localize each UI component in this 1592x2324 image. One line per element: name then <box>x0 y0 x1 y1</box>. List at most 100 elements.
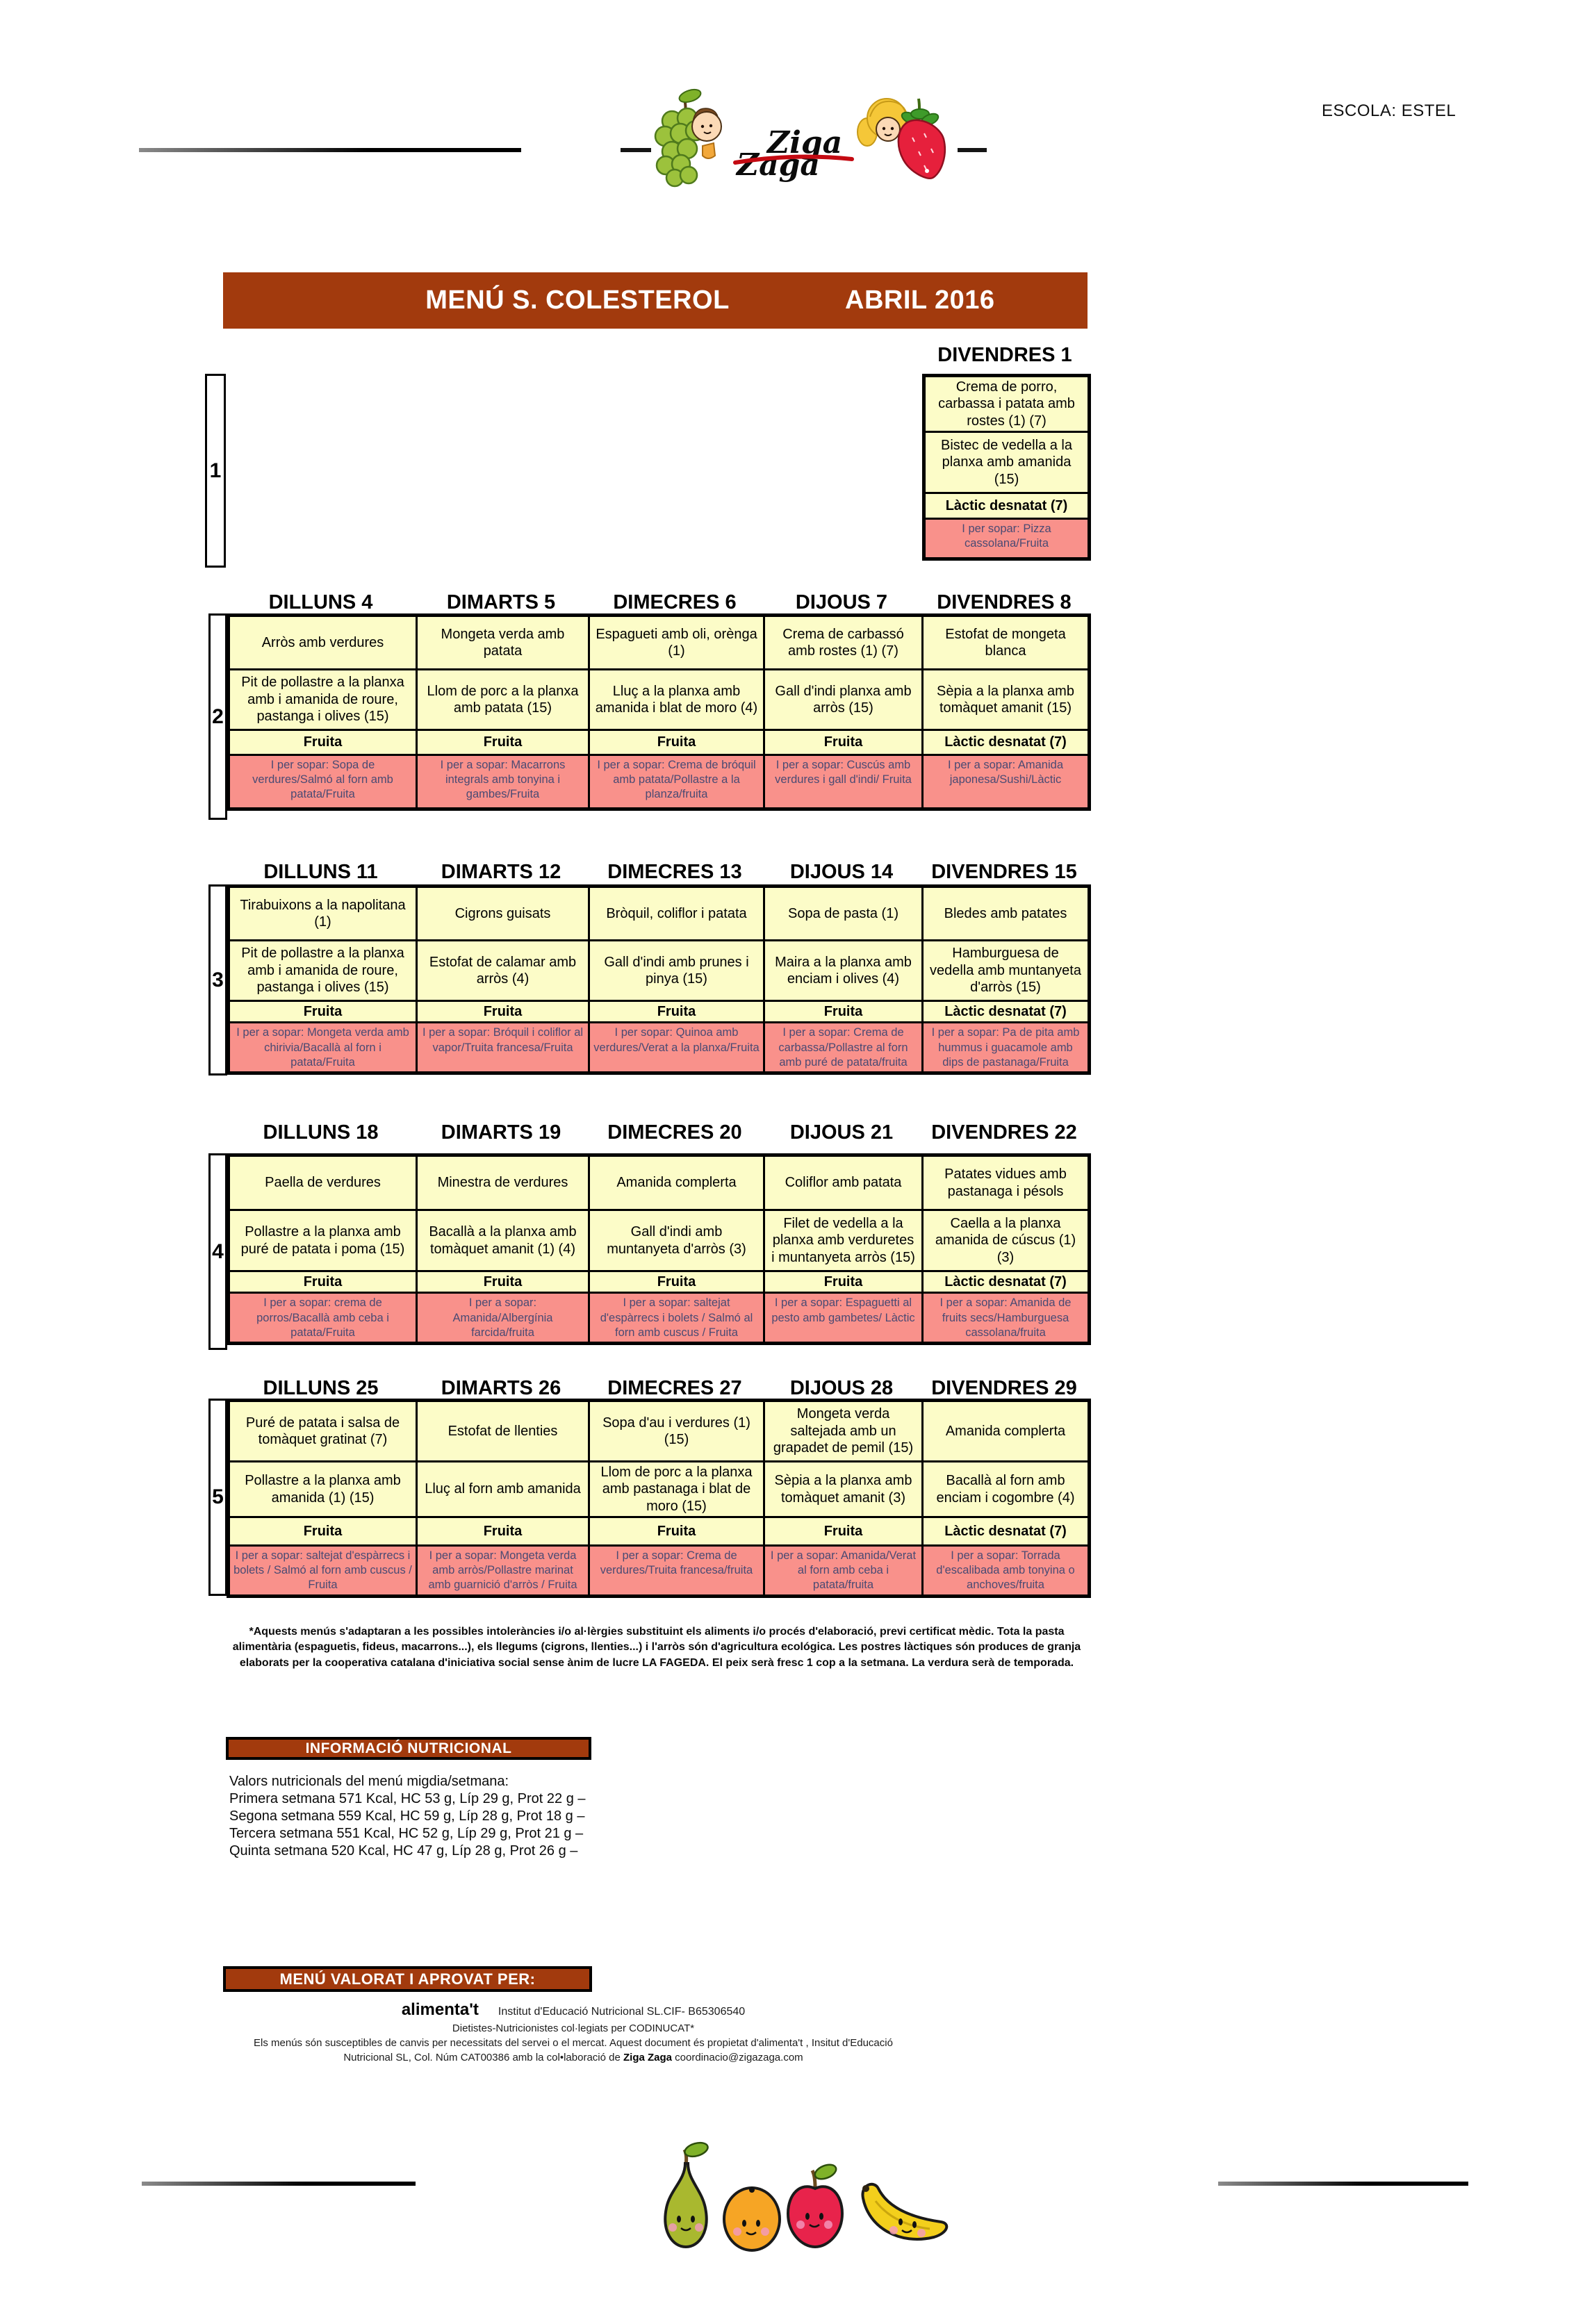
menu-cell-dessert: Fruita <box>416 999 590 1024</box>
menu-cell-second: Filet de vedella a la planxa amb verdure… <box>763 1209 924 1272</box>
menu-cell-first: Amanida complerta <box>588 1154 765 1211</box>
menu-cell-first: Arròs amb verdures <box>227 614 418 670</box>
zigazaga-logo: Ziga Zaga <box>733 128 857 189</box>
menu-cell-supper: I per a sopar: Espaguetti al pesto amb g… <box>763 1292 924 1344</box>
menu-cell-dessert: Fruita <box>416 1516 590 1547</box>
week-number-box: 1 <box>205 374 226 568</box>
nutrition-section-header: INFORMACIÓ NUTRICIONAL <box>226 1737 591 1760</box>
menu-cell-supper: I per a sopar: saltejat d'espàrrecs i bo… <box>588 1292 765 1344</box>
menu-cell-supper: I per a sopar: Cuscús amb verdures i gal… <box>763 754 924 810</box>
day-header: DIVENDRES 22 <box>931 1121 1077 1144</box>
week-menu-table: Paella de verdures Minestra de verdures Am… <box>227 1153 1091 1345</box>
menu-cell-first: Amanida complerta <box>921 1399 1090 1462</box>
menu-cell-dessert: Fruita <box>227 1516 418 1547</box>
menu-cell-dessert: Fruita <box>763 999 924 1024</box>
menu-cell-supper: I per a sopar: Crema de verdures/Truita … <box>588 1544 765 1597</box>
day-header: DIMECRES 13 <box>607 861 742 883</box>
approval-block: alimenta't Institut d'Educació Nutriciona… <box>226 2001 921 2065</box>
menu-cell-second: Bistec de vedella a la planxa amb amanid… <box>923 431 1090 495</box>
menu-cell-second: Maira a la planxa amb enciam i olives (4… <box>763 939 924 1002</box>
menu-cell-second: Sèpia a la planxa amb tomàquet amanit (1… <box>921 668 1090 731</box>
day-header: DIJOUS 28 <box>789 1377 894 1399</box>
approval-line4-brand: Ziga Zaga <box>623 2052 672 2063</box>
menu-cell-supper: I per a sopar: Amanida japonesa/Sushi/Là… <box>921 754 1090 810</box>
menu-cell-second: Bacallà a la planxa amb tomàquet amanit … <box>416 1209 590 1272</box>
orange-icon <box>723 2186 781 2252</box>
approval-dietitians-line: Dietistes-Nutricionistes col·legiats per… <box>452 2022 695 2034</box>
menu-cell-dessert: Làctic desnatat (7) <box>921 1269 1090 1294</box>
menu-title: MENÚ S. COLESTEROL <box>425 286 730 315</box>
approval-brand-line: alimenta't Institut d'Educació Nutriciona… <box>226 2001 921 2021</box>
day-header: DIMECRES 27 <box>607 1377 742 1399</box>
menu-cell-first: Minestra de verdures <box>416 1154 590 1211</box>
week-number-box: 2 <box>208 613 227 820</box>
header-rule-left <box>139 148 521 152</box>
menu-cell-first: Sopa de pasta (1) <box>763 885 924 941</box>
day-header: DILLUNS 25 <box>263 1377 379 1399</box>
day-header: DILLUNS 18 <box>263 1121 379 1144</box>
strawberry-girl-icon <box>846 89 959 191</box>
menu-cell-dessert: Fruita <box>763 1269 924 1294</box>
menu-cell-second: Pit de pollastre a la planxa amb i amani… <box>227 939 418 1002</box>
nutrition-block: Valors nutricionals del menú migdia/setm… <box>229 1773 586 1860</box>
day-header: DIMECRES 6 <box>613 591 737 613</box>
approval-disclaimer-line2: Nutricional SL, Col. Núm CAT00386 amb la… <box>226 2050 921 2065</box>
menu-cell-second: Llom de porc a la planxa amb patata (15) <box>416 668 590 731</box>
menu-cell-dessert: Fruita <box>227 729 418 756</box>
title-bar: MENÚ S. COLESTEROL ABRIL 2016 <box>223 272 1088 329</box>
menu-cell-supper: I per sopar: Quinoa amb verdures/Verat a… <box>588 1021 765 1074</box>
week-menu-table: Puré de patata i salsa de tomàquet grati… <box>227 1399 1091 1598</box>
fruits-illustration <box>646 2141 962 2298</box>
day-header: DIVENDRES 15 <box>931 861 1077 883</box>
menu-cell-first: Espagueti amb oli, orènga (1) <box>588 614 765 670</box>
approval-line4-email: coordinacio@zigazaga.com <box>672 2052 803 2063</box>
menu-cell-second: Gall d'indi amb prunes i pinya (15) <box>588 939 765 1002</box>
day-header: DIMARTS 26 <box>441 1377 561 1399</box>
menu-cell-supper: I per a sopar: Bróquil i coliflor al vap… <box>416 1021 590 1074</box>
menu-cell-first: Tirabuixons a la napolitana (1) <box>227 885 418 941</box>
menu-month: ABRIL 2016 <box>845 286 995 315</box>
menu-cell-dessert: Fruita <box>588 729 765 756</box>
day-header: DIMARTS 12 <box>441 861 561 883</box>
week-number-box: 5 <box>208 1399 227 1596</box>
nutrition-line: Primera setmana 571 Kcal, HC 53 g, Líp 2… <box>229 1791 586 1806</box>
menu-cell-supper: I per a sopar: Torrada d'escalibada amb … <box>921 1544 1090 1597</box>
menu-cell-second: Lluç a la planxa amb amanida i blat de m… <box>588 668 765 731</box>
menu-cell-dessert: Fruita <box>588 1516 765 1547</box>
day-header: DIJOUS 14 <box>789 861 894 883</box>
menu-cell-first: Coliflor amb patata <box>763 1154 924 1211</box>
menu-cell-second: Bacallà al forn amb enciam i cogombre (4… <box>921 1460 1090 1519</box>
menu-cell-dessert: Fruita <box>763 1516 924 1547</box>
banana-icon <box>861 2182 949 2241</box>
day-header: DIVENDRES 29 <box>931 1377 1077 1399</box>
menu-cell-second: Gall d'indi planxa amb arròs (15) <box>763 668 924 731</box>
week-menu-table: Tirabuixons a la napolitana (1) Cigrons g… <box>227 884 1091 1075</box>
menu-cell-second: Hamburguesa de vedella amb muntanyeta d'… <box>921 939 1090 1002</box>
menu-cell-first: Sopa d'au i verdures (1) (15) <box>588 1399 765 1462</box>
menu-cell-first: Mongeta verda amb patata <box>416 614 590 670</box>
apple-icon <box>786 2164 844 2249</box>
menu-cell-first: Estofat de mongeta blanca <box>921 614 1090 670</box>
day-header: DIMARTS 19 <box>441 1121 561 1144</box>
nutrition-line: Tercera setmana 551 Kcal, HC 52 g, Líp 2… <box>229 1826 584 1841</box>
menu-cell-first: Patates vidues amb pastanaga i pésols <box>921 1154 1090 1211</box>
menu-cell-supper: I per sopar: Sopa de verdures/Salmó al f… <box>227 754 418 810</box>
menu-cell-second: Llom de porc a la planxa amb pastanaga i… <box>588 1460 765 1519</box>
menu-cell-dessert: Làctic desnatat (7) <box>921 999 1090 1024</box>
menu-cell-second: Caella a la planxa amanida de cúscus (1)… <box>921 1209 1090 1272</box>
day-header: DILLUNS 11 <box>263 861 378 883</box>
header-rule-dash2 <box>958 148 987 152</box>
menu-cell-supper: I per a sopar: Amanida/Verat al forn amb… <box>763 1544 924 1597</box>
approval-section-header: MENÚ VALORAT I APROVAT PER: <box>223 1966 592 1992</box>
approval-line4-pre: Nutricional SL, Col. Núm CAT00386 amb la… <box>343 2052 623 2063</box>
menu-cell-second: Pollastre a la planxa amb amanida (1) (1… <box>227 1460 418 1519</box>
logo-swoosh <box>733 154 854 165</box>
school-label: ESCOLA: ESTEL <box>1322 101 1456 120</box>
menu-cell-first: Crema de porro, carbassa i patata amb ro… <box>923 374 1090 434</box>
menu-cell-first: Paella de verdures <box>227 1154 418 1211</box>
menu-cell-supper: I per a sopar: saltejat d'espàrrecs i bo… <box>227 1544 418 1597</box>
allergy-footnote: *Aquests menús s'adaptaran a les possibl… <box>232 1626 1081 1669</box>
menu-cell-dessert: Fruita <box>227 999 418 1024</box>
menu-cell-supper: I per a sopar: Crema de bróquil amb pata… <box>588 754 765 810</box>
